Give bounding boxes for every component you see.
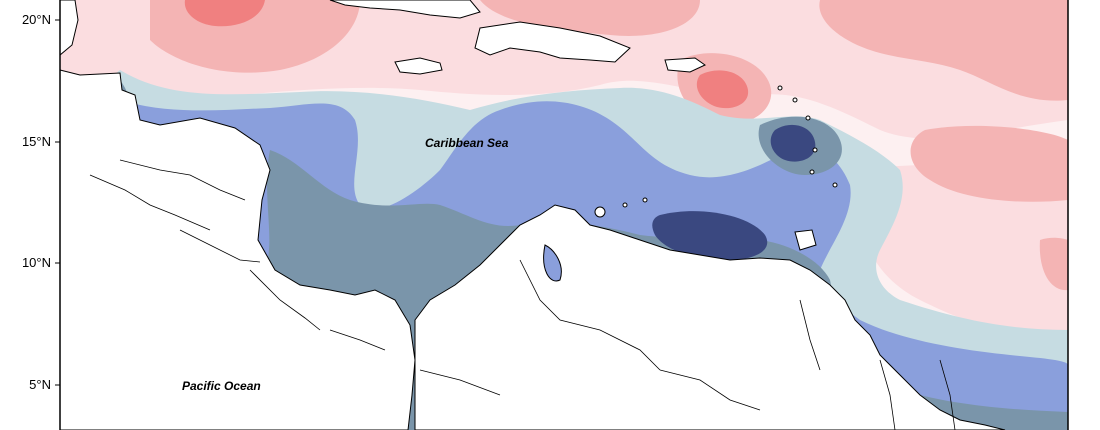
land-islet	[805, 115, 811, 121]
anomaly-red-east-mid	[910, 125, 1068, 202]
anomaly-red-northeast	[819, 0, 1068, 101]
lat-label-10: 10°N	[22, 255, 51, 270]
land-islet	[777, 85, 783, 91]
land-trinidad	[794, 229, 817, 251]
land-islet	[594, 206, 606, 218]
land-islet	[812, 147, 818, 153]
anomaly-red-lesser-antilles-core	[696, 70, 749, 109]
land-puerto-rico	[664, 57, 706, 73]
lat-label-15: 15°N	[22, 134, 51, 149]
pacific-ocean-label: Pacific Ocean	[182, 379, 261, 393]
land-hispaniola	[474, 21, 631, 63]
anomaly-navy-martinique	[770, 124, 816, 162]
caribbean-sea-label: Caribbean Sea	[425, 136, 509, 150]
anomaly-red-northwest-core	[184, 0, 265, 27]
land-jamaica	[394, 57, 443, 75]
country-borders	[89, 159, 956, 430]
land-islet	[809, 169, 815, 175]
anomaly-red-east-far	[1039, 237, 1068, 291]
land-islet	[622, 202, 628, 208]
land-cuba	[329, 0, 481, 19]
anomaly-navy-trinidad	[652, 211, 768, 261]
anomaly-red-north-center	[480, 0, 700, 36]
land-islet	[792, 97, 798, 103]
latitude-axis: 20°N 15°N 10°N 5°N	[22, 12, 60, 392]
lat-label-5: 5°N	[29, 377, 51, 392]
lat-label-20: 20°N	[22, 12, 51, 27]
land-islet	[642, 197, 648, 203]
land-maracaibo-inlet	[543, 244, 562, 282]
land-south-america	[414, 204, 1006, 430]
land-islet	[832, 182, 838, 188]
land-masses	[59, 0, 1006, 430]
